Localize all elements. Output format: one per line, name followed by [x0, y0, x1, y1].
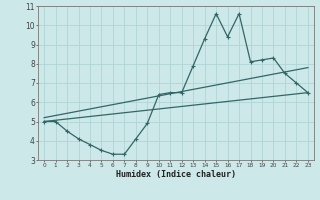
- X-axis label: Humidex (Indice chaleur): Humidex (Indice chaleur): [116, 170, 236, 179]
